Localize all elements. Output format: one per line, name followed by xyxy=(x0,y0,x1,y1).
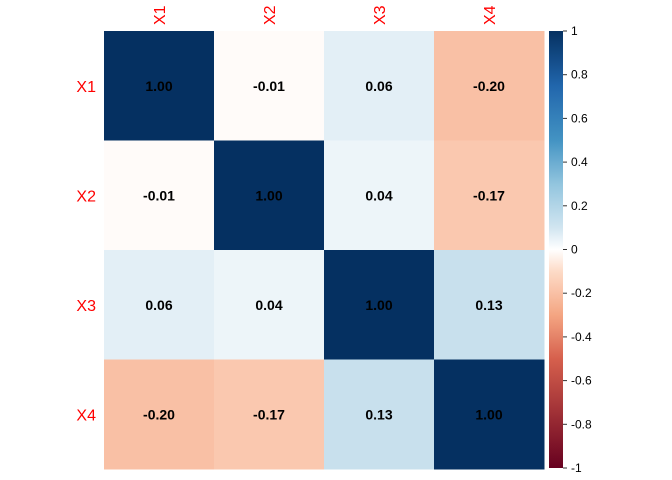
heatmap-cell xyxy=(104,250,215,360)
heatmap-cell xyxy=(104,140,215,251)
cell-value-label: -0.01 xyxy=(143,187,175,203)
heatmap-cells xyxy=(104,31,545,470)
row-label: X2 xyxy=(76,188,96,205)
heatmap-cell xyxy=(214,140,325,251)
heatmap-cell xyxy=(434,140,545,251)
colorbar-tick-label: 1 xyxy=(571,24,578,38)
heatmap-cell xyxy=(434,31,545,141)
column-label: X3 xyxy=(372,5,389,25)
row-labels: X1 X2 X3 X4 xyxy=(76,79,96,425)
cell-value-label: -0.01 xyxy=(253,78,285,94)
cell-value-label: 0.13 xyxy=(475,297,502,313)
cell-value-label: 0.04 xyxy=(365,187,392,203)
colorbar-tick-label: -1 xyxy=(571,461,582,475)
heatmap-cell xyxy=(214,31,325,141)
colorbar-tick-label: -0.4 xyxy=(571,330,592,344)
colorbar-tick-label: 0.6 xyxy=(571,111,588,125)
cell-value-label: -0.20 xyxy=(143,406,175,422)
heatmap-cell xyxy=(104,31,215,141)
column-label: X2 xyxy=(262,5,279,25)
row-label: X3 xyxy=(76,298,96,315)
cell-value-label: 0.06 xyxy=(365,78,392,94)
cell-value-label: -0.17 xyxy=(253,406,285,422)
heatmap-cell xyxy=(434,250,545,360)
column-label: X1 xyxy=(152,5,169,25)
colorbar-tick-label: -0.2 xyxy=(571,286,592,300)
heatmap-cell xyxy=(434,359,545,470)
colorbar: 1 0.8 0.6 0.4 0.2 0 -0.2 -0.4 -0.6 -0.8 -1 xyxy=(549,24,592,475)
heatmap-cell xyxy=(324,140,435,251)
cell-value-label: 1.00 xyxy=(255,187,282,203)
cell-value-label: 0.13 xyxy=(365,406,392,422)
colorbar-tick-label: -0.6 xyxy=(571,374,592,388)
cell-value-label: 1.00 xyxy=(475,406,502,422)
heatmap-cell xyxy=(324,31,435,141)
cell-value-label: 1.00 xyxy=(145,78,172,94)
row-label: X4 xyxy=(76,407,96,424)
column-labels: X1 X2 X3 X4 xyxy=(152,5,499,25)
column-label: X4 xyxy=(482,5,499,25)
colorbar-tick-label: 0.8 xyxy=(571,68,588,82)
heatmap-cell xyxy=(214,250,325,360)
cell-value-label: -0.20 xyxy=(473,78,505,94)
colorbar-gradient xyxy=(549,31,563,468)
cell-value-label: 0.06 xyxy=(145,297,172,313)
row-label: X1 xyxy=(76,79,96,96)
colorbar-tick-label: -0.8 xyxy=(571,417,592,431)
cell-value-label: -0.17 xyxy=(473,187,505,203)
cell-value-label: 1.00 xyxy=(365,297,392,313)
heatmap-value-labels: 1.00 -0.01 0.06 -0.20 -0.01 1.00 0.04 -0.17 0.06… xyxy=(143,78,505,423)
cell-value-label: 0.04 xyxy=(255,297,282,313)
heatmap-cell xyxy=(324,359,435,470)
colorbar-tick-label: 0 xyxy=(571,243,578,257)
colorbar-tick-label: 0.4 xyxy=(571,155,588,169)
heatmap-cell xyxy=(104,359,215,470)
heatmap-cell xyxy=(324,250,435,360)
colorbar-tick-label: 0.2 xyxy=(571,199,588,213)
heatmap-cell xyxy=(214,359,325,470)
